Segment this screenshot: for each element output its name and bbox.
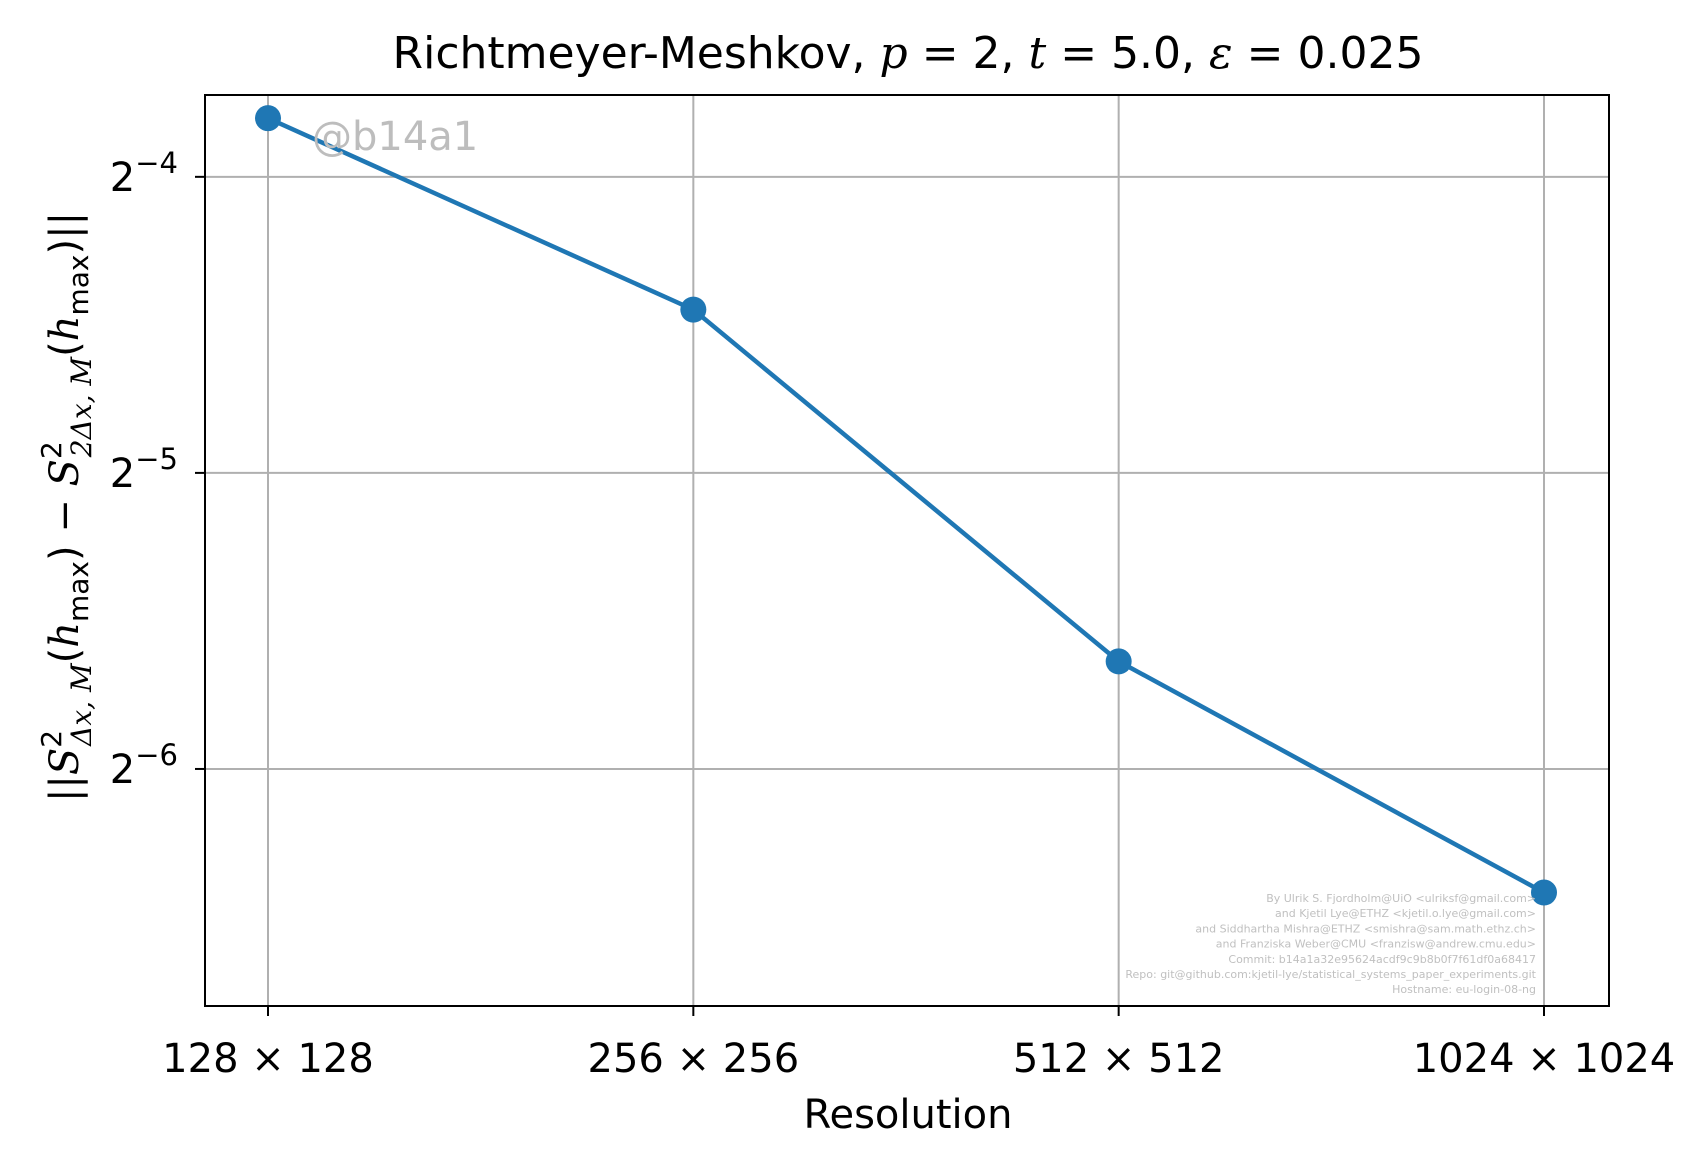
y-tick-label: 2−5 bbox=[110, 442, 178, 497]
credit-line: By Ulrik S. Fjordholm@UiO <ulriksf@gmail… bbox=[1266, 892, 1536, 905]
x-axis-label: Resolution bbox=[803, 1092, 1012, 1138]
chart-title: Richtmeyer-Meshkov, p = 2, t = 5.0, ε = … bbox=[393, 28, 1424, 79]
y-tick-label: 2−4 bbox=[110, 146, 178, 201]
series-layer bbox=[255, 105, 1557, 906]
svg-text:||S2Δx, M(hmax) − S22Δx, M(hma: ||S2Δx, M(hmax) − S22Δx, M(hmax)|| bbox=[35, 212, 98, 802]
data-point bbox=[680, 296, 707, 323]
watermark-text: @b14a1 bbox=[312, 114, 478, 160]
y-axis-label: ||S2Δx, M(hmax) − S22Δx, M(hmax)|| bbox=[35, 212, 98, 802]
credit-line: and Siddhartha Mishra@ETHZ <smishra@sam.… bbox=[1195, 922, 1536, 935]
x-tick-label: 256 × 256 bbox=[588, 1036, 800, 1082]
y-tick-label: 2−6 bbox=[110, 738, 178, 793]
y-axis-ticks: 2−4 2−5 2−6 bbox=[110, 146, 205, 793]
credit-line: Repo: git@github.com:kjetil-lye/statisti… bbox=[1125, 968, 1536, 981]
grid bbox=[205, 95, 1609, 1006]
credit-line: and Franziska Weber@CMU <franzisw@andrew… bbox=[1216, 938, 1536, 951]
data-point bbox=[255, 105, 281, 132]
data-point bbox=[1531, 879, 1557, 906]
x-tick-label: 512 × 512 bbox=[1013, 1036, 1225, 1082]
plot-frame bbox=[204, 94, 1610, 1007]
credit-line: and Kjetil Lye@ETHZ <kjetil.o.lye@gmail.… bbox=[1275, 907, 1536, 920]
x-tick-label: 1024 × 1024 bbox=[1413, 1036, 1676, 1082]
credit-line: Commit: b14a1a32e95624acdf9c9b8b0f7f61df… bbox=[1228, 953, 1536, 966]
data-point bbox=[1105, 648, 1132, 675]
series-line bbox=[267, 116, 1546, 895]
credit-line: Hostname: eu-login-08-ng bbox=[1392, 983, 1536, 996]
credits-block: By Ulrik S. Fjordholm@UiO <ulriksf@gmail… bbox=[1125, 892, 1536, 996]
x-tick-label: 128 × 128 bbox=[162, 1036, 374, 1082]
x-axis-ticks: 128 × 128 256 × 256 512 × 512 1024 × 1024 bbox=[162, 1006, 1675, 1082]
